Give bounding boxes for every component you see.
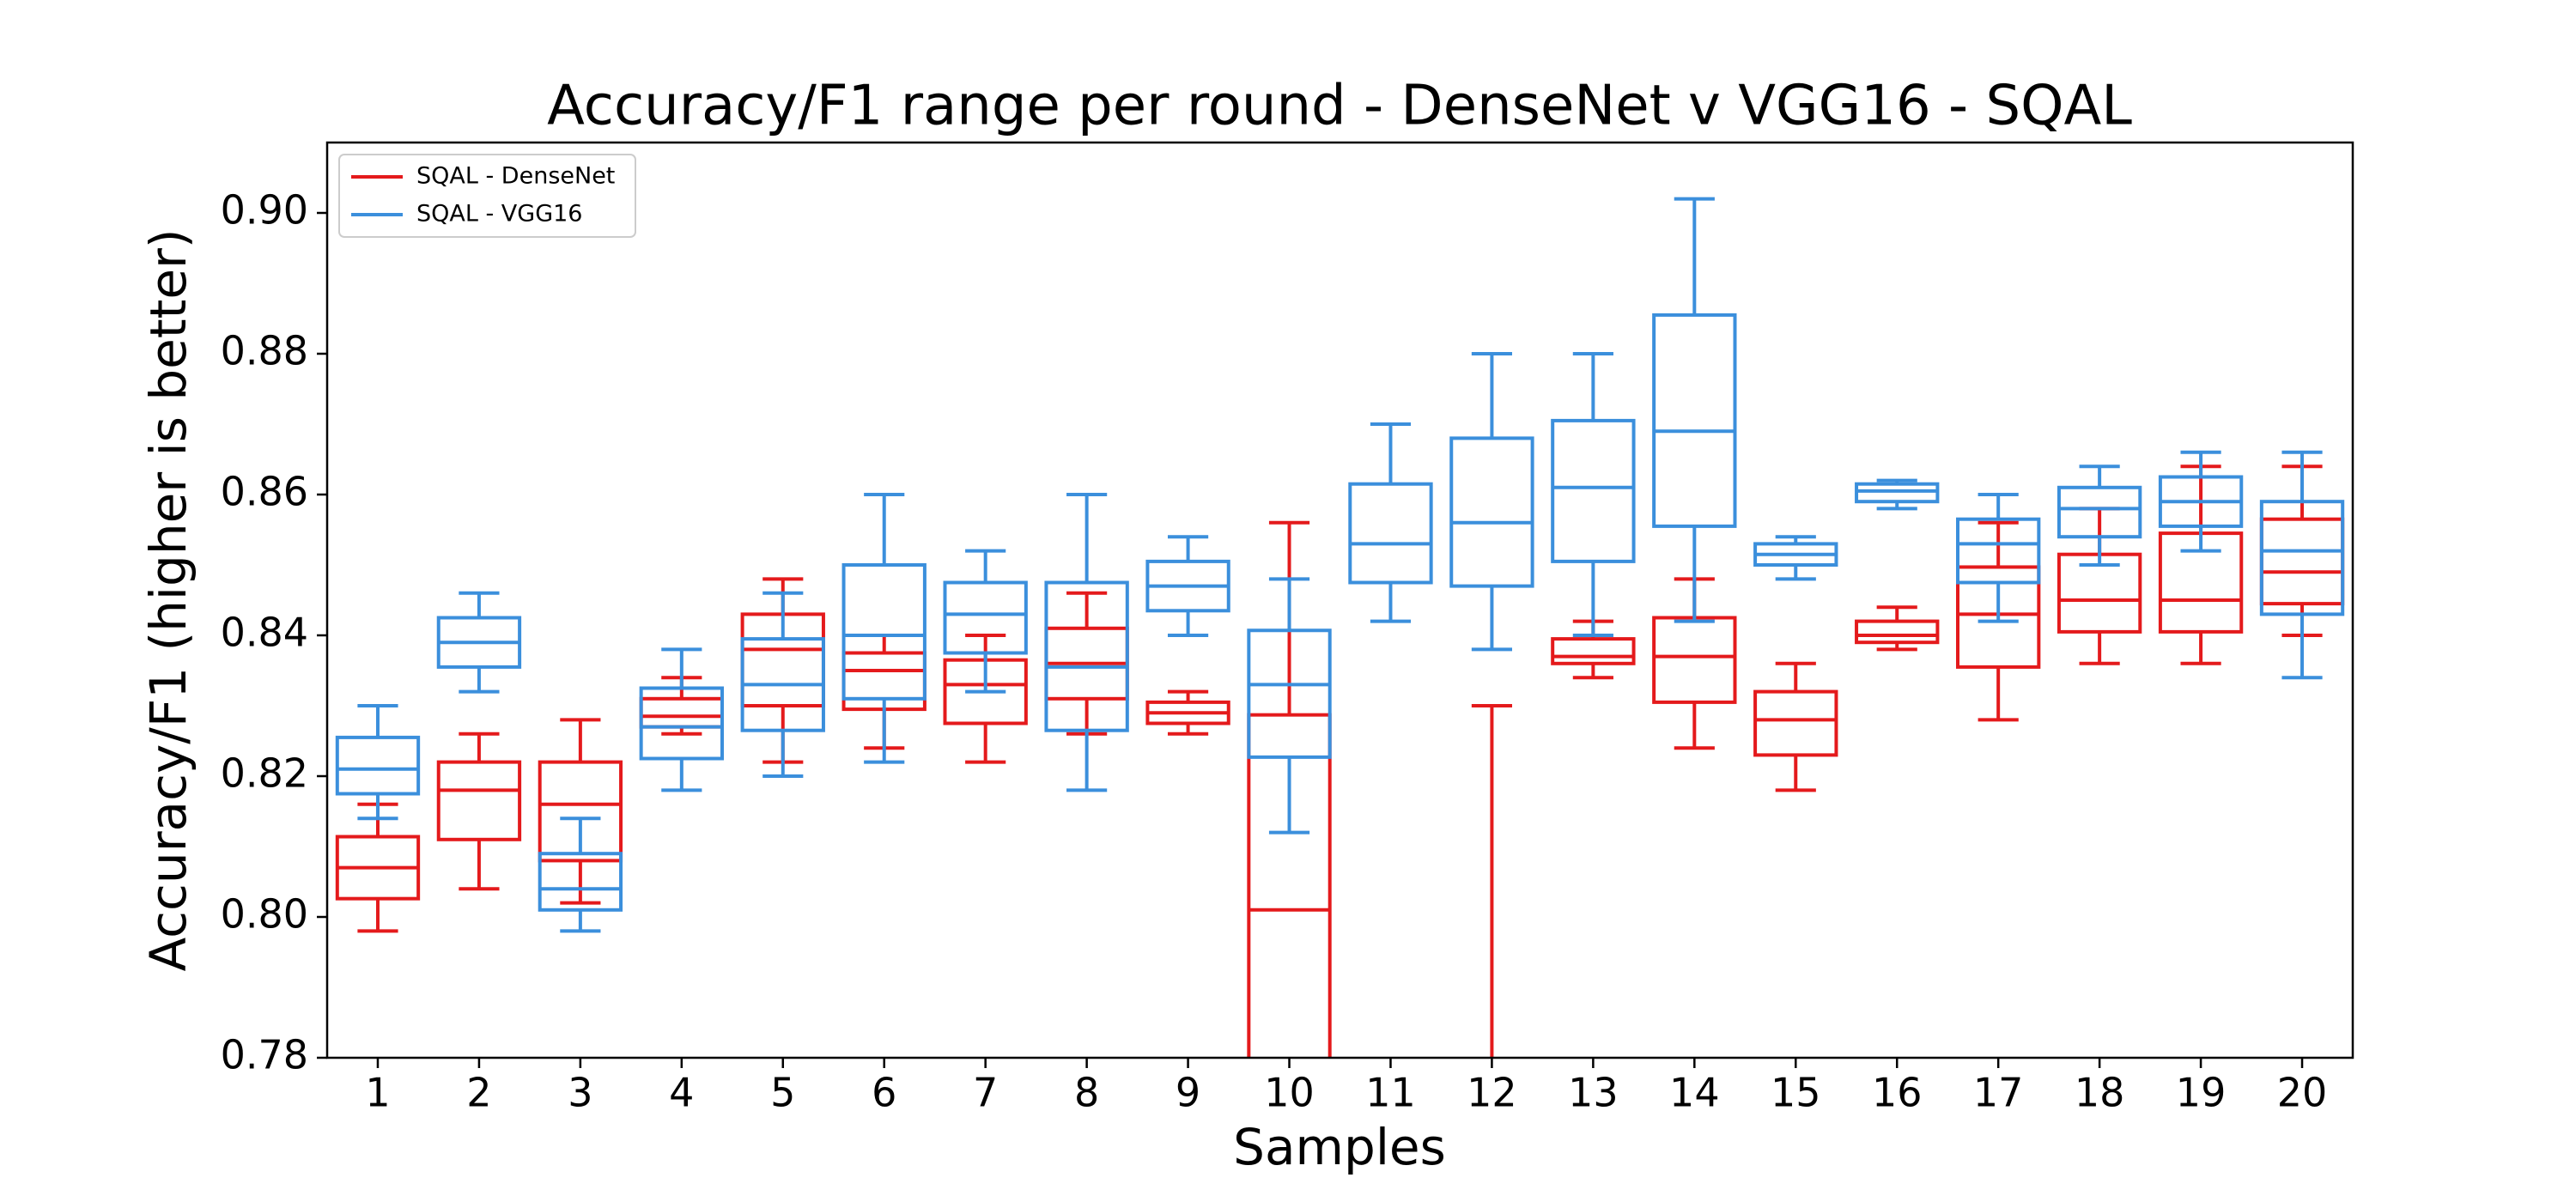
box	[1551, 418, 1636, 563]
box	[538, 760, 623, 863]
x-tick-label: 14	[1669, 1070, 1720, 1116]
y-axis-label: Accuracy/F1 (higher is better)	[139, 229, 197, 972]
y-tick-label: 0.90	[221, 187, 308, 234]
legend-frame	[338, 154, 636, 238]
x-tick-label: 6	[872, 1070, 896, 1116]
y-tick-label: 0.84	[221, 610, 308, 656]
box	[2259, 500, 2345, 616]
box	[538, 852, 623, 912]
x-tick-label: 4	[669, 1070, 694, 1116]
x-tick-label: 20	[2277, 1070, 2328, 1116]
box	[1348, 482, 1433, 585]
x-tick-label: 12	[1467, 1070, 1517, 1116]
box	[1955, 517, 2041, 585]
box	[1551, 637, 1636, 665]
x-tick-label: 13	[1568, 1070, 1619, 1116]
legend-label: SQAL - DenseNet	[416, 163, 615, 190]
x-tick-label: 19	[2176, 1070, 2227, 1116]
x-tick-label: 8	[1074, 1070, 1099, 1116]
legend-label: SQAL - VGG16	[416, 201, 582, 228]
x-tick-label: 9	[1176, 1070, 1200, 1116]
box	[2057, 485, 2142, 539]
box	[1753, 689, 1838, 757]
box	[1855, 482, 1940, 504]
y-tick-label: 0.88	[221, 328, 308, 374]
x-tick-label: 15	[1771, 1070, 1821, 1116]
y-tick-label: 0.86	[221, 469, 308, 515]
box	[1247, 628, 1332, 759]
box	[1044, 580, 1129, 732]
box	[1449, 436, 1534, 588]
x-tick-label: 18	[2075, 1070, 2125, 1116]
box	[1247, 713, 1332, 1058]
box	[335, 735, 421, 796]
y-tick-label: 0.82	[221, 750, 308, 797]
x-tick-label: 17	[1973, 1070, 2024, 1116]
box	[1855, 619, 1940, 645]
x-tick-label: 16	[1872, 1070, 1923, 1116]
x-tick-label: 5	[770, 1070, 795, 1116]
y-tick-label: 0.78	[221, 1032, 308, 1078]
box	[1955, 565, 2041, 669]
plot-marks	[335, 197, 2345, 1058]
x-tick-label: 7	[973, 1070, 998, 1116]
x-tick-label: 3	[568, 1070, 592, 1116]
x-tick-label: 1	[365, 1070, 390, 1116]
box	[1652, 313, 1737, 528]
chart-title: Accuracy/F1 range per round - DenseNet v…	[547, 75, 2132, 138]
box	[639, 686, 725, 761]
box	[436, 760, 522, 841]
x-tick-label: 2	[466, 1070, 491, 1116]
box	[943, 580, 1028, 655]
y-tick-label: 0.80	[221, 891, 308, 938]
box	[841, 563, 927, 701]
x-tick-label: 10	[1264, 1070, 1315, 1116]
x-tick-label: 11	[1365, 1070, 1416, 1116]
x-axis-label: Samples	[1233, 1118, 1446, 1176]
plot-frame	[325, 141, 2354, 1059]
